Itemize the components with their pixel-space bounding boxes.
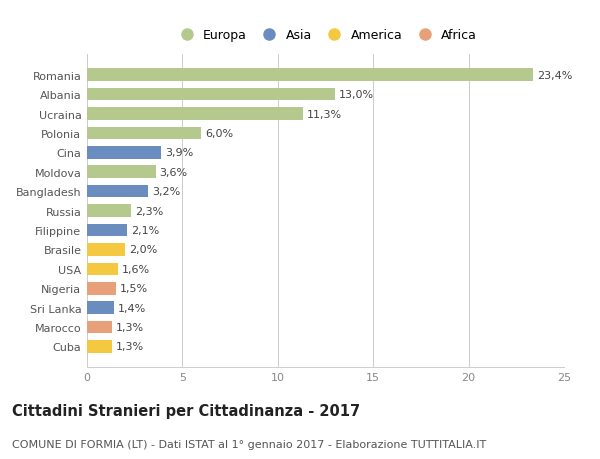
Text: 1,4%: 1,4% [118,303,146,313]
Bar [87,127,202,140]
Text: 3,9%: 3,9% [165,148,193,158]
Text: 1,3%: 1,3% [116,342,144,352]
Text: 23,4%: 23,4% [537,71,572,80]
Text: 2,3%: 2,3% [134,206,163,216]
Bar [87,89,335,101]
Text: 11,3%: 11,3% [307,109,341,119]
Text: 3,2%: 3,2% [152,187,180,197]
Legend: Europa, Asia, America, Africa: Europa, Asia, America, Africa [169,24,482,47]
Text: 1,6%: 1,6% [121,264,149,274]
Bar [87,282,116,295]
Bar [87,321,112,334]
Text: 2,1%: 2,1% [131,225,159,235]
Text: 1,3%: 1,3% [116,322,144,332]
Bar [87,244,125,256]
Text: 1,5%: 1,5% [119,284,148,294]
Text: COMUNE DI FORMIA (LT) - Dati ISTAT al 1° gennaio 2017 - Elaborazione TUTTITALIA.: COMUNE DI FORMIA (LT) - Dati ISTAT al 1°… [12,440,486,449]
Text: Cittadini Stranieri per Cittadinanza - 2017: Cittadini Stranieri per Cittadinanza - 2… [12,403,360,419]
Bar [87,166,155,179]
Text: 6,0%: 6,0% [205,129,233,139]
Bar [87,147,161,159]
Text: 3,6%: 3,6% [160,168,188,177]
Bar [87,108,302,121]
Bar [87,263,118,275]
Text: 13,0%: 13,0% [339,90,374,100]
Bar [87,224,127,237]
Bar [87,185,148,198]
Bar [87,302,114,314]
Text: 2,0%: 2,0% [129,245,157,255]
Bar [87,69,533,82]
Bar [87,205,131,218]
Bar [87,341,112,353]
